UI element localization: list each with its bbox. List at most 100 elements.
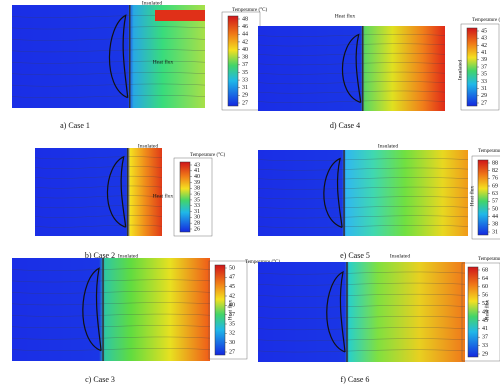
colorbar [227,15,239,107]
annotation: Insulated [378,143,398,149]
streamline [34,166,163,169]
colorbar-tick-label: 36 [194,191,200,197]
vortex [82,267,102,352]
panel: Temperature (°C)50474542403735323027Insu… [11,253,280,384]
colorbar-tick-label: 29 [482,351,488,357]
streamline [11,83,206,87]
streamline [257,177,469,181]
colorbar-tick-label: 37 [242,62,248,68]
streamline [34,175,163,179]
colorbar-tick-label: 35 [229,321,235,327]
colorbar-tick-label: 47 [229,275,235,281]
panel: Temperature (°C) 68 64 60 56 52 49 45 41 37 33 29 In… [257,253,500,384]
streamline [257,90,446,94]
annotation: Heat flux [335,12,356,19]
streamline [257,293,466,297]
colorbar-frame [461,262,500,362]
colorbar-tick-label: 45 [482,318,488,324]
vortex [108,14,129,99]
colorbar-tick-label: 42 [481,43,487,49]
streamline [11,49,206,53]
vortex [341,33,362,104]
streamline [257,100,446,103]
annotation: Insulated [138,143,158,149]
streamline [11,26,206,30]
temperature-field [258,150,468,236]
colorbar-tick-label: 39 [481,57,487,63]
colorbar-tick-label: 64 [482,276,488,282]
streamline [257,282,466,286]
colorbar-tick-label: 37 [481,64,487,70]
colorbar-tick-label: 27 [481,100,487,106]
vortex [106,155,127,228]
colorbar-title: Temperature (°C) [472,18,500,23]
vortex [323,157,343,228]
colorbar-tick-label: 31 [492,229,498,235]
panel-caption: b) Case 2 [85,251,115,260]
colorbar-tick-label: 37 [229,312,235,318]
colorbar-tick-label: 69 [492,183,498,189]
colorbar-tick-label: 30 [229,340,235,346]
streamline [257,43,446,47]
streamline [11,72,206,76]
colorbar-title: Temperature (°C) [478,257,500,262]
colorbar-tick-label: 40 [194,174,200,180]
colorbar-tick-label: 41 [482,326,488,332]
streamline [257,196,469,200]
annotation: Heat flux [468,185,475,206]
colorbar-tick-label: 40 [229,303,235,309]
colorbar-tick-label: 43 [194,162,200,168]
annotation: Insulated [142,0,162,6]
colorbar [179,161,191,233]
colorbar-tick-label: 31 [194,209,200,215]
colorbar-tick-label: 37 [482,335,488,341]
colorbar-tick-label: 56 [482,293,488,299]
streamline [34,224,163,228]
colorbar-tick-label: 27 [229,349,235,355]
temperature-field [12,5,205,108]
streamline [34,205,163,209]
colorbar-tick-label: 45 [229,284,235,290]
colorbar-tick-label: 88 [492,160,498,166]
colorbar-tick-label: 35 [194,197,200,203]
colorbar-frame [471,155,500,240]
colorbar-tick-label: 43 [481,36,487,42]
colorbar-tick-label: 33 [242,77,248,83]
streamline [257,167,469,171]
temperature-field [258,262,465,362]
colorbar-frame [460,23,500,111]
colorbar-tick-label: 39 [194,180,200,186]
colorbar-frame [173,157,213,237]
temperature-field [258,26,445,111]
colorbar-tick-label: 44 [492,214,498,220]
streamline [257,225,469,228]
colorbar-tick-label: 29 [242,93,248,99]
streamline [257,205,469,209]
streamline [11,95,206,98]
colorbar-tick-label: 33 [481,79,487,85]
colorbar-tick-label: 30 [194,215,200,221]
colorbar-tick-label: 48 [242,16,248,22]
annotation: Heat flux [153,58,174,65]
panel-caption: c) Case 3 [85,375,115,384]
streamline [257,71,446,75]
colorbar-tick-label: 50 [492,206,498,212]
colorbar-tick-label: 29 [481,93,487,99]
colorbar-tick-label: 57 [492,199,498,205]
streamline [257,186,469,190]
streamline [257,34,446,37]
colorbar-frame [208,260,248,360]
colorbar [466,27,478,107]
colorbar-tick-label: 40 [242,47,248,53]
streamline [257,349,466,353]
colorbar-tick-label: 41 [481,50,487,56]
colorbar-tick-label: 46 [242,24,248,30]
panel: Temperature (°C) 434140393836353331302826… [34,143,225,260]
annotation: Heat flux [483,299,490,320]
colorbar-tick-label: 82 [492,168,498,174]
colorbar-tick-label: 68 [482,267,488,273]
